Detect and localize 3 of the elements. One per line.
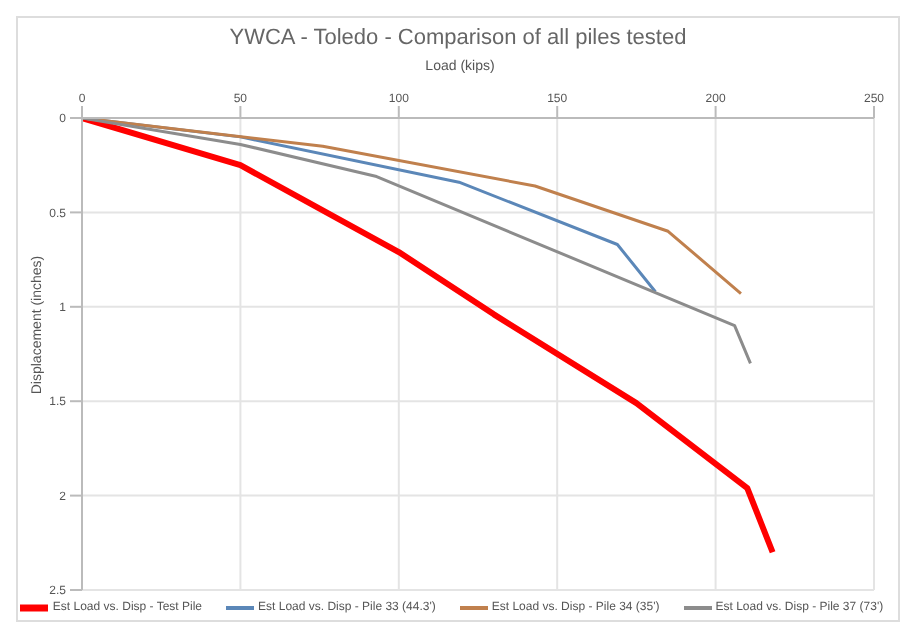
line-series (82, 118, 776, 556)
chart-title: YWCA - Toledo - Comparison of all piles tested (227, 24, 689, 54)
line-series (82, 118, 752, 365)
